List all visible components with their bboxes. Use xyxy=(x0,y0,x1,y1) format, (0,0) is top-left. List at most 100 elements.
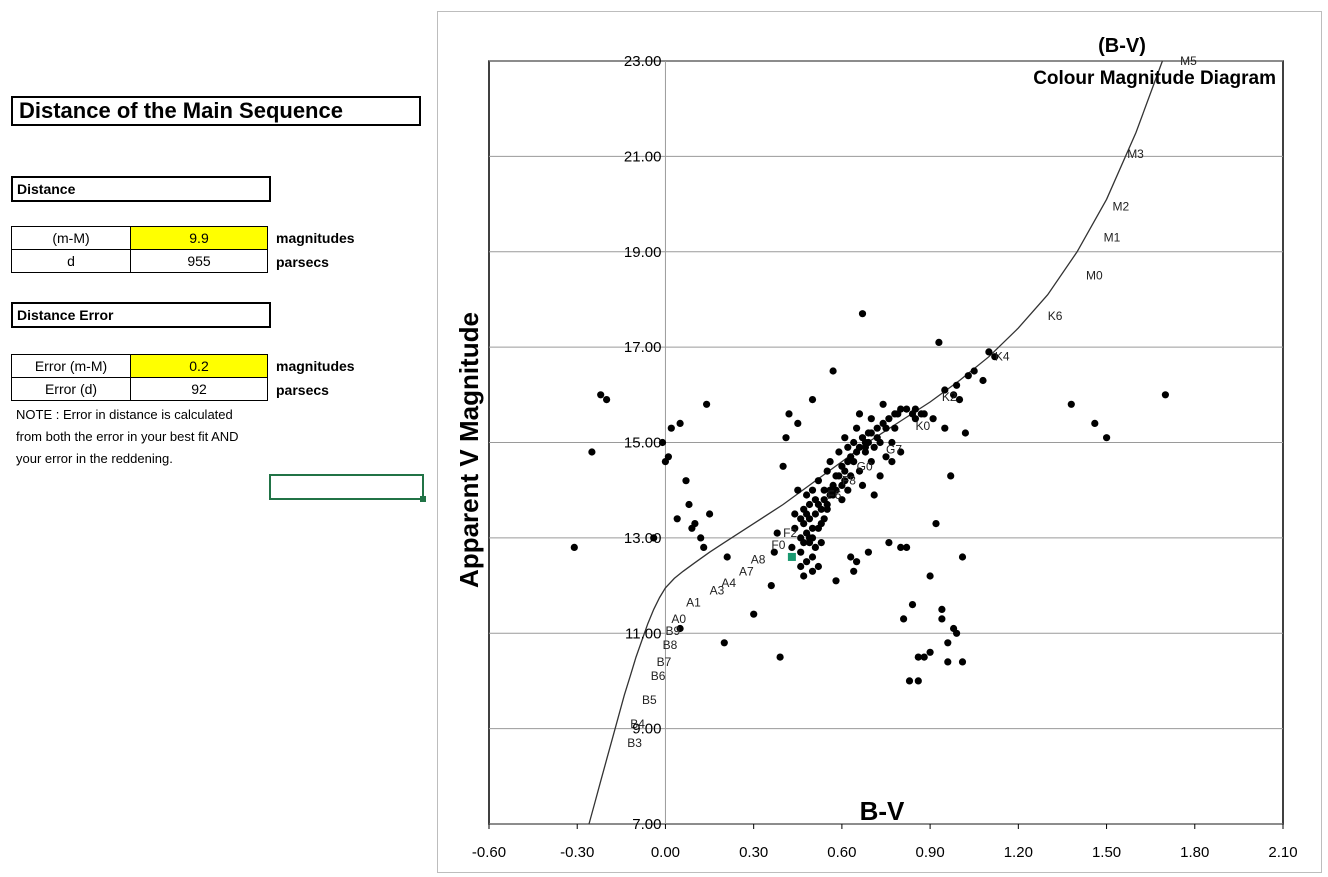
chart-title: (B-V) xyxy=(1098,35,1146,57)
spectral-type-label: B9 xyxy=(666,624,681,638)
x-tick-label: 2.10 xyxy=(1268,844,1297,861)
error-modulus-value[interactable]: 0.2 xyxy=(130,354,268,378)
star-point xyxy=(1103,434,1111,442)
x-axis-label: B-V xyxy=(860,796,905,826)
spectral-type-label: B5 xyxy=(642,693,657,707)
star-point xyxy=(847,553,855,561)
star-point xyxy=(782,434,790,442)
star-point xyxy=(941,424,949,432)
x-tick-label: -0.60 xyxy=(472,844,506,861)
star-point xyxy=(944,658,952,666)
distance-modulus-key[interactable]: (m-M) xyxy=(11,226,131,250)
star-point xyxy=(603,396,611,404)
star-point xyxy=(876,438,884,447)
distance-value[interactable]: 955 xyxy=(130,249,268,273)
star-point xyxy=(820,496,828,504)
star-point xyxy=(803,491,811,499)
star-point xyxy=(829,367,837,375)
table-row: d 955 xyxy=(11,249,268,273)
star-point xyxy=(676,624,684,633)
distance-unit: parsecs xyxy=(276,254,329,270)
star-point xyxy=(841,467,849,475)
y-tick-label: 17.00 xyxy=(624,339,662,356)
distance-key[interactable]: d xyxy=(11,249,131,273)
x-tick-label: 0.30 xyxy=(739,844,768,861)
star-point xyxy=(832,577,840,585)
star-point xyxy=(835,472,843,480)
star-point xyxy=(805,500,814,509)
star-point xyxy=(823,467,831,475)
y-tick-label: 7.00 xyxy=(632,816,661,833)
star-point xyxy=(838,496,846,504)
distance-label: Distance xyxy=(11,176,271,202)
star-point xyxy=(897,543,905,552)
sheet-title: Distance of the Main Sequence xyxy=(11,96,421,126)
star-point xyxy=(855,467,864,475)
star-point xyxy=(682,477,690,485)
star-point xyxy=(891,424,899,432)
star-point xyxy=(914,677,922,685)
star-point xyxy=(847,472,855,480)
star-point xyxy=(820,486,828,494)
star-point xyxy=(676,419,684,427)
star-point xyxy=(985,348,993,356)
star-point xyxy=(867,415,875,423)
star-point xyxy=(920,410,928,418)
star-point xyxy=(814,477,823,485)
star-point xyxy=(964,372,972,380)
spreadsheet-panel: Distance of the Main Sequence Distance (… xyxy=(0,0,430,877)
main-sequence-line xyxy=(588,60,1164,825)
star-point xyxy=(791,510,799,518)
star-point xyxy=(900,615,908,623)
star-point xyxy=(926,648,934,656)
star-point xyxy=(885,415,893,423)
spectral-type-label: M1 xyxy=(1104,230,1121,244)
error-distance-value[interactable]: 92 xyxy=(130,377,268,401)
star-point xyxy=(979,376,987,385)
star-point xyxy=(800,539,808,547)
table-row: Error (d) 92 xyxy=(11,377,268,401)
spectral-type-label: B8 xyxy=(663,638,678,652)
spectral-type-label: M3 xyxy=(1127,147,1144,161)
table-row: (m-M) 9.9 xyxy=(11,226,268,250)
star-point xyxy=(811,510,820,518)
star-point xyxy=(929,415,937,423)
spectral-type-label: A1 xyxy=(686,595,701,609)
distance-table: (m-M) 9.9 d 955 xyxy=(11,226,268,273)
spectral-type-label: F8 xyxy=(842,474,856,488)
error-distance-key[interactable]: Error (d) xyxy=(11,377,131,401)
star-point xyxy=(953,381,961,389)
x-tick-label: 1.20 xyxy=(1004,844,1033,861)
fill-handle[interactable] xyxy=(420,496,426,502)
star-point xyxy=(870,491,878,499)
star-point xyxy=(958,553,967,561)
y-tick-labels: 7.00 9.00 11.00 13.00 15.00 17.00 19.00 21.00 23… xyxy=(624,53,662,833)
spectral-type-label: A8 xyxy=(751,552,766,566)
star-point xyxy=(850,567,858,575)
star-point xyxy=(844,458,852,466)
star-point xyxy=(938,615,946,623)
spectral-type-label: M0 xyxy=(1086,269,1103,283)
chart-area[interactable] xyxy=(437,11,1322,873)
spectral-type-label: K0 xyxy=(915,419,930,433)
star-point xyxy=(803,558,811,566)
spectral-type-label: B3 xyxy=(627,736,642,750)
selected-cell[interactable] xyxy=(269,474,424,500)
y-tick-label: 23.00 xyxy=(624,53,662,70)
star-point xyxy=(805,534,814,542)
star-point xyxy=(914,653,922,661)
star-point xyxy=(770,548,778,556)
spectral-type-label: B4 xyxy=(630,717,645,731)
x-tick-label: 1.80 xyxy=(1180,844,1209,861)
star-point xyxy=(903,543,911,552)
y-tick-label: 9.00 xyxy=(632,721,661,738)
error-distance-unit: parsecs xyxy=(276,382,329,398)
spectral-type-label: K2 xyxy=(942,390,957,404)
star-point xyxy=(791,524,799,532)
star-point xyxy=(947,472,955,480)
distance-modulus-value[interactable]: 9.9 xyxy=(130,226,268,250)
star-point xyxy=(720,639,728,647)
star-point xyxy=(844,486,852,494)
x-tick-label: -0.30 xyxy=(560,844,594,861)
